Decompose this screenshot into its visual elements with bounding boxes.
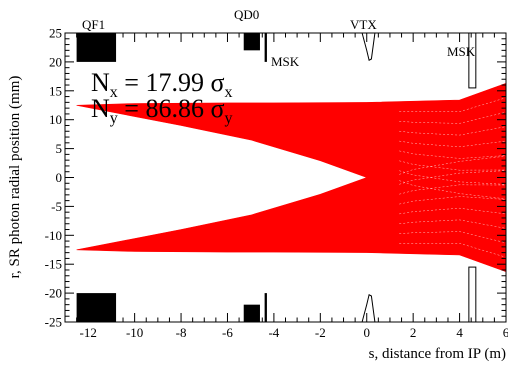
x-tick-label: -10 — [126, 325, 143, 340]
aperture-qd0-bottom — [243, 304, 260, 322]
aperture-msk-left-bottom — [264, 293, 267, 322]
beamline-apertures — [76, 33, 477, 322]
ray-line-lower — [399, 207, 506, 215]
x-tick-label: 0 — [363, 325, 370, 340]
label-msk-right: MSK — [447, 44, 476, 59]
y-tick-label: 0 — [56, 170, 63, 185]
y-tick-label: -25 — [45, 315, 62, 330]
aperture-qf1-top — [76, 33, 117, 62]
ray-line-upper — [399, 97, 506, 112]
x-tick-label: 4 — [456, 325, 463, 340]
x-tick-label: 2 — [410, 325, 417, 340]
aperture-vtx-bottom — [361, 294, 376, 322]
y-tick-label: -15 — [45, 257, 62, 272]
y-tick-label: -5 — [51, 199, 62, 214]
ray-line-lower — [399, 219, 506, 229]
ray-bands — [76, 82, 506, 273]
ray-line-upper — [399, 111, 506, 124]
aperture-msk-right-bottom — [468, 266, 477, 322]
x-tick-label: -12 — [80, 325, 97, 340]
y-tick-label: 20 — [49, 54, 62, 69]
ray-line-upper — [399, 140, 506, 148]
x-tick-label: -8 — [176, 325, 187, 340]
label-qf1: QF1 — [82, 17, 105, 32]
ray-line-lower — [399, 231, 506, 244]
y-tick-label: 25 — [49, 26, 62, 41]
x-tick-label: -2 — [315, 325, 326, 340]
x-tick-label: -4 — [268, 325, 279, 340]
aperture-msk-left-top — [264, 33, 267, 62]
nx-annotation: Nx = 17.99 σx — [91, 68, 232, 101]
aperture-msk-right-top — [468, 33, 477, 89]
ray-line-lower — [399, 196, 506, 205]
y-axis-ticks: -25 -20 -15 -10 -5 0 5 10 15 20 25 — [45, 26, 506, 330]
x-axis-label: s, distance from IP (m) — [369, 346, 506, 362]
x-tick-label: 6 — [503, 325, 508, 340]
y-tick-label: 5 — [56, 141, 63, 156]
y-tick-label: -20 — [45, 286, 62, 301]
label-msk-left: MSK — [271, 54, 300, 69]
y-tick-label: 10 — [49, 112, 62, 127]
ray-line-upper — [399, 160, 506, 171]
label-vtx: VTX — [350, 17, 377, 32]
aperture-qd0-top — [243, 33, 260, 51]
aperture-vtx-top — [361, 33, 376, 61]
y-axis-label: r, SR photon radial position (mm) — [7, 76, 23, 279]
ray-line-lower — [399, 243, 506, 258]
ny-annotation: Ny = 86.86 σy — [91, 94, 232, 127]
ray-line-upper — [399, 150, 506, 159]
ray-line-lower — [399, 184, 506, 195]
aperture-qf1-bottom — [76, 293, 117, 322]
y-tick-label: 15 — [49, 83, 62, 98]
x-axis-ticks: -12 -10 -8 -6 -4 -2 0 2 4 6 — [64, 33, 508, 340]
x-tick-label: -6 — [222, 325, 233, 340]
ray-line-upper — [399, 126, 506, 136]
y-tick-label: -10 — [45, 228, 62, 243]
label-qd0: QD0 — [234, 7, 259, 22]
ray-band-lower — [76, 141, 506, 273]
